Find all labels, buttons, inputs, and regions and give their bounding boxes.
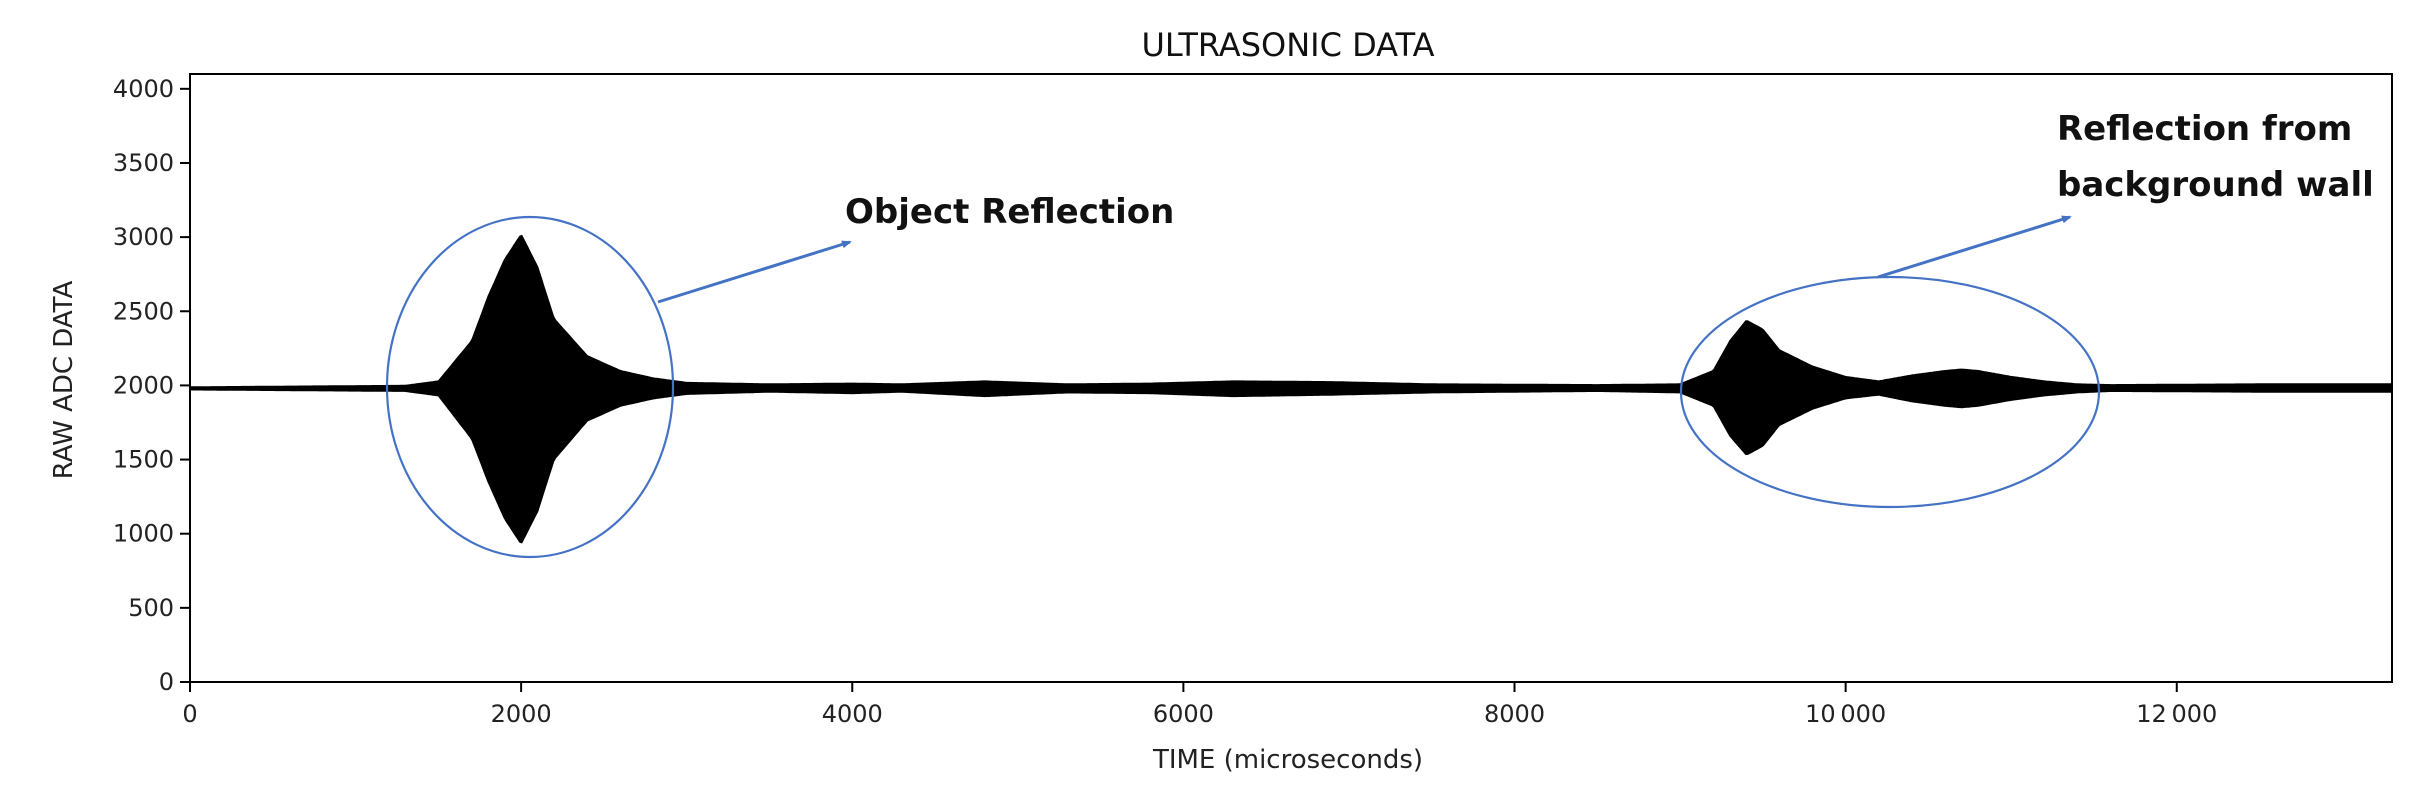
object-reflection-ellipse [385,215,675,559]
y-tick-label: 1500 [113,446,174,474]
y-tick-label: 1000 [113,520,174,548]
y-tick-label: 3500 [113,149,174,177]
y-tick-label: 4000 [113,75,174,103]
chart-title: ULTRASONIC DATA [1141,26,1434,64]
object-reflection-label: Object Reflection [845,192,1174,232]
x-tick-label: 12 000 [2136,700,2217,728]
x-tick-label: 6000 [1153,700,1214,728]
y-tick-label: 3000 [113,223,174,251]
x-tick-label: 2000 [491,700,552,728]
background-wall-arrow [1877,215,2072,279]
background-wall-label-line1: Reflection from [2057,109,2352,149]
x-axis-title: TIME (microseconds) [1152,745,1423,775]
background-wall-label-line2: background wall [2057,165,2374,205]
object-reflection-arrow [657,240,852,304]
y-axis: 0 500 1000 1500 2000 2500 3000 3500 4000 [113,75,190,696]
x-axis: 0 2000 4000 6000 8000 10 000 12 000 [182,682,2217,728]
y-tick-label: 2000 [113,371,174,399]
object-reflection-annotation: Object Reflection [385,192,1174,559]
plot-frame [189,73,2393,683]
y-tick-label: 500 [128,594,174,622]
y-tick-label: 2500 [113,297,174,325]
x-tick-label: 8000 [1484,700,1545,728]
x-tick-label: 10 000 [1805,700,1886,728]
y-tick-label: 0 [159,668,174,696]
plot-area [189,234,2392,544]
y-axis-title: RAW ADC DATA [49,281,79,480]
background-wall-annotation: Reflection from background wall [1679,109,2374,509]
x-tick-label: 0 [182,700,197,728]
background-wall-ellipse [1679,275,2101,509]
x-tick-label: 4000 [822,700,883,728]
